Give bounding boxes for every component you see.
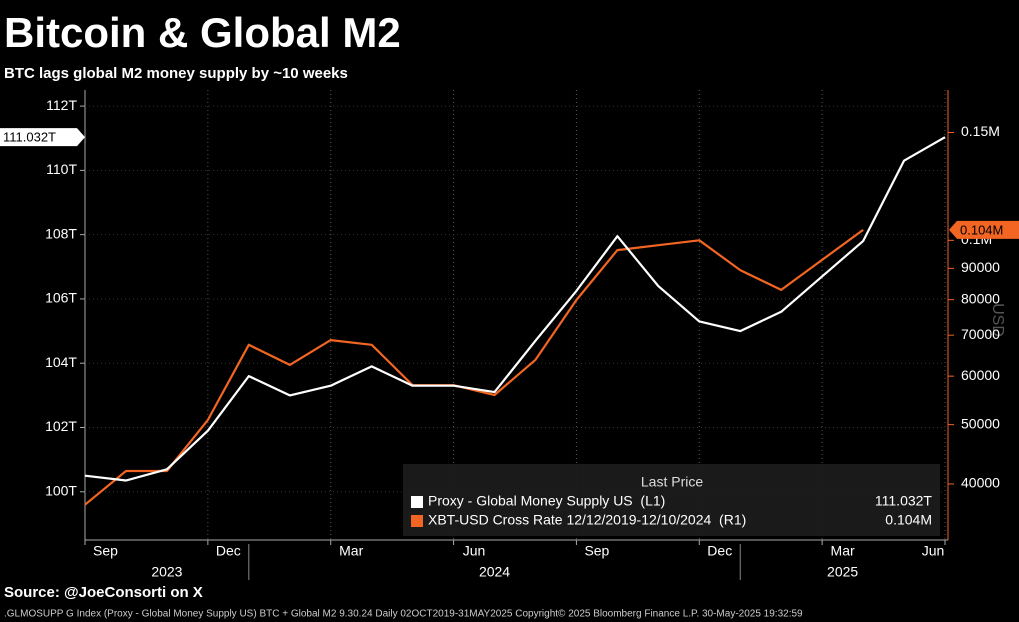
legend-value: 111.032T bbox=[875, 493, 933, 509]
last-value-marker bbox=[0, 128, 85, 147]
y2-tick-label: 90000 bbox=[961, 259, 1000, 275]
y2-tick-label: 60000 bbox=[961, 367, 1000, 383]
y2-tick-label: 40000 bbox=[961, 475, 1000, 491]
chart-subtitle: BTC lags global M2 money supply by ~10 w… bbox=[4, 65, 348, 82]
legend-swatch bbox=[411, 496, 423, 508]
legend-value: 0.104M bbox=[885, 512, 932, 528]
source: Source: @JoeConsorti on X bbox=[4, 584, 203, 601]
y-tick-label: 102T bbox=[45, 418, 77, 434]
legend-label: Proxy - Global Money Supply US (L1) bbox=[428, 493, 665, 509]
x-tick-label: Mar bbox=[339, 543, 363, 559]
x-tick-label: Dec bbox=[216, 543, 241, 559]
y-tick-label: 110T bbox=[46, 161, 77, 177]
legend-title: Last Price bbox=[641, 474, 703, 490]
x-tick-label: Mar bbox=[831, 543, 855, 559]
y2-tick-label: 80000 bbox=[961, 290, 1000, 306]
y2-tick-label: 0.15M bbox=[961, 123, 1000, 139]
y2-tick-label: 70000 bbox=[961, 326, 1000, 342]
year-label: 2024 bbox=[479, 564, 510, 580]
y-tick-label: 108T bbox=[45, 225, 77, 241]
series-line bbox=[84, 229, 864, 506]
footer: .GLMOSUPP G Index (Proxy - Global Money … bbox=[4, 609, 803, 620]
y2-tick-label: 50000 bbox=[961, 415, 1000, 431]
last-value-label: 111.032T bbox=[3, 130, 56, 145]
series-line bbox=[84, 136, 946, 482]
legend-swatch bbox=[411, 515, 423, 527]
chart-title: Bitcoin & Global M2 bbox=[4, 9, 401, 56]
x-tick-label: Jun bbox=[922, 543, 945, 559]
x-tick-label: Sep bbox=[584, 543, 609, 559]
x-tick-label: Jun bbox=[463, 543, 486, 559]
y-tick-label: 100T bbox=[45, 482, 77, 498]
legend-box bbox=[403, 464, 940, 536]
last-value-label: 0.104M bbox=[960, 222, 1003, 237]
y2-axis-label: USD bbox=[989, 303, 1006, 337]
x-tick-label: Sep bbox=[93, 543, 118, 559]
y-tick-label: 106T bbox=[45, 290, 77, 306]
y-tick-label: 112T bbox=[46, 97, 77, 113]
y-tick-label: 104T bbox=[45, 354, 77, 370]
last-value-marker bbox=[949, 220, 1019, 239]
x-tick-label: Dec bbox=[707, 543, 732, 559]
year-label: 2025 bbox=[827, 564, 858, 580]
year-label: 2023 bbox=[151, 564, 182, 580]
legend-label: XBT-USD Cross Rate 12/12/2019-12/10/2024… bbox=[428, 512, 746, 528]
